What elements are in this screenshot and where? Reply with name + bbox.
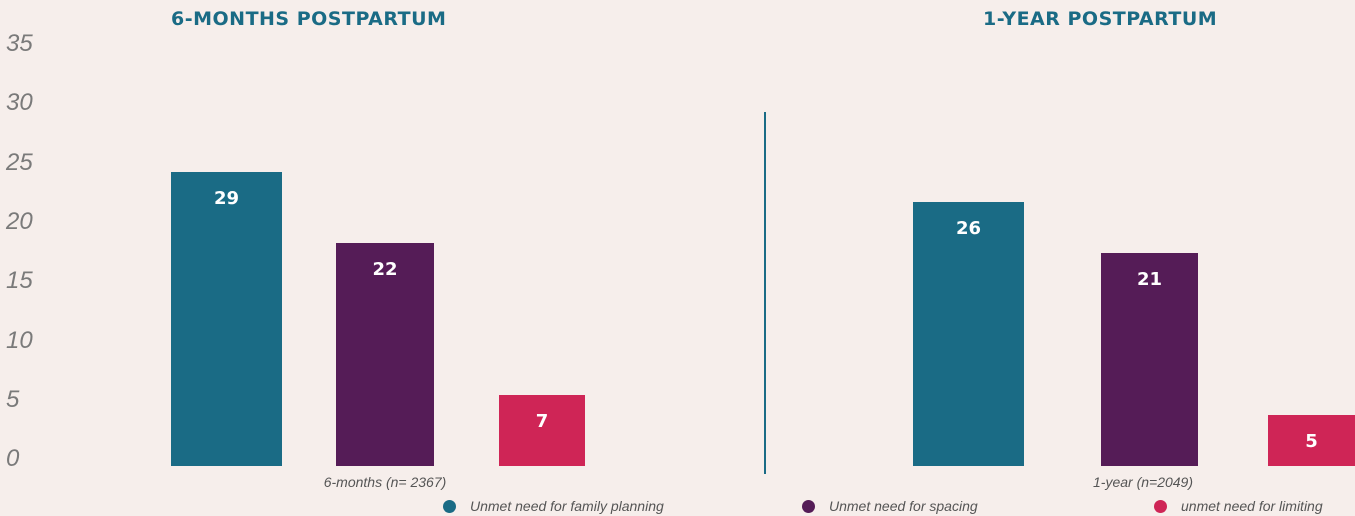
bar-value-label: 5 [1305, 431, 1318, 453]
bar-limiting: 5 [1268, 415, 1355, 466]
bar-value-label: 22 [372, 258, 398, 280]
y-tick-label: 30 [6, 89, 33, 117]
y-tick-label: 15 [6, 267, 33, 295]
legend-item-spacing: Unmet need for spacing [802, 498, 978, 514]
bar-value-label: 21 [1136, 269, 1163, 291]
legend-item-family-planning: Unmet need for family planning [443, 498, 664, 514]
bar-value-label: 7 [535, 411, 549, 433]
bar-spacing: 22 [336, 242, 434, 466]
x-label-1-year: 1-year (n=2049) [1092, 474, 1194, 490]
legend-dot-spacing [802, 499, 815, 513]
bar-value-label: 29 [213, 187, 240, 209]
y-tick-label: 10 [6, 326, 33, 354]
y-tick-label: 0 [6, 445, 20, 473]
legend-dot-family-planning [443, 499, 456, 513]
panel-divider [764, 112, 766, 474]
bar-family-planning: 26 [913, 202, 1024, 466]
y-tick-label: 20 [6, 207, 33, 235]
bar-limiting: 7 [499, 395, 585, 466]
legend-label-spacing: Unmet need for spacing [829, 498, 978, 514]
panel-title-6-months: 6-MONTHS POSTPARTUM [171, 8, 447, 30]
legend-label-limiting: unmet need for limiting [1181, 498, 1323, 514]
legend-label-family-planning: Unmet need for family planning [470, 498, 664, 514]
bar-value-label: 26 [955, 218, 982, 240]
y-tick-label: 5 [6, 385, 20, 413]
bar-spacing: 21 [1101, 253, 1198, 466]
panel-title-1-year: 1-YEAR POSTPARTUM [983, 8, 1218, 30]
y-tick-label: 25 [6, 148, 33, 176]
legend-item-limiting: unmet need for limiting [1154, 498, 1323, 514]
x-label-6-months: 6-months (n= 2367) [323, 474, 447, 490]
bar-family-planning: 29 [171, 171, 282, 466]
y-tick-label: 35 [6, 30, 33, 57]
legend-dot-limiting [1154, 499, 1167, 513]
